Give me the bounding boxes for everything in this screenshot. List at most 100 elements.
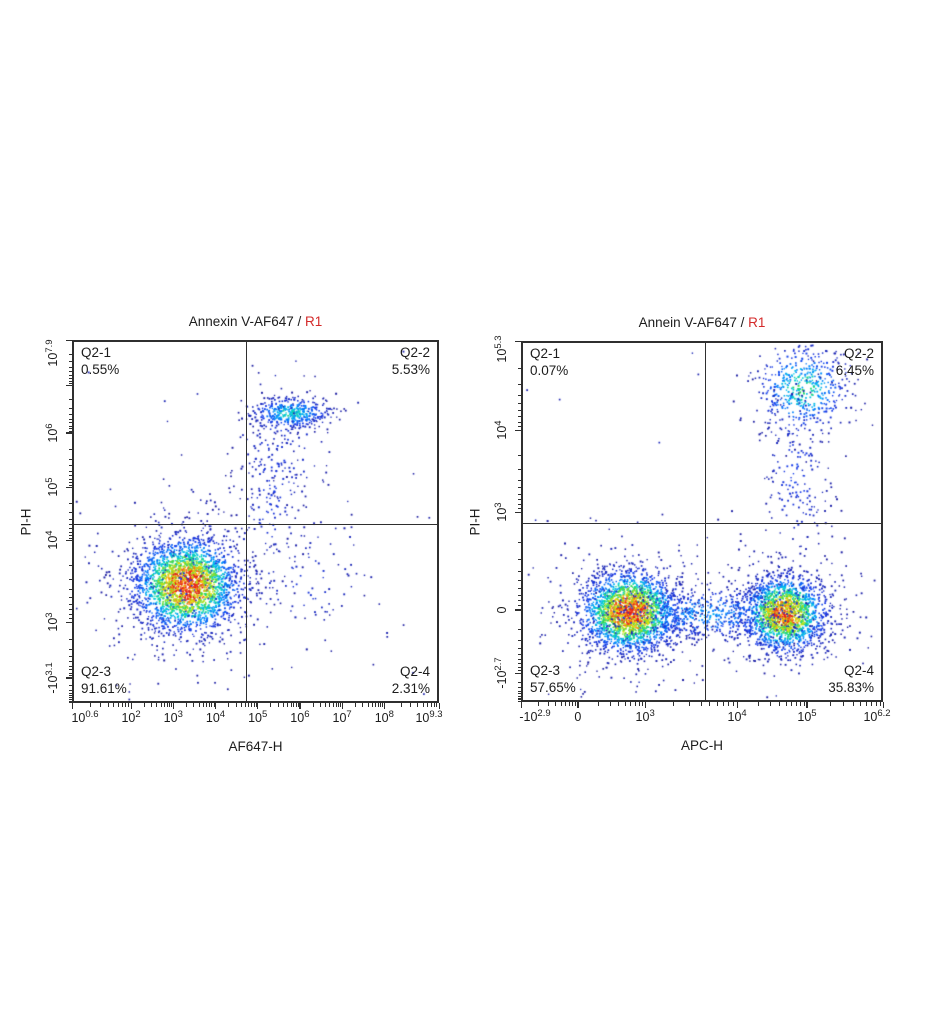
y-minor-tick <box>68 465 72 467</box>
y-minor-tick <box>68 655 72 657</box>
x-major-tick <box>383 703 386 709</box>
x-minor-tick <box>672 702 674 706</box>
y-minor-tick <box>68 695 72 697</box>
x-minor-tick <box>362 703 364 707</box>
x-minor-tick <box>866 702 868 706</box>
quadrant-name: Q2-1 <box>530 346 561 361</box>
y-minor-tick <box>68 353 72 355</box>
x-minor-tick <box>113 703 115 707</box>
y-minor-tick <box>68 534 72 536</box>
x-major-tick <box>341 703 343 709</box>
x-tick-label: 103 <box>635 707 655 724</box>
x-minor-tick <box>213 703 215 707</box>
quadrant-line-horizontal <box>523 523 881 524</box>
x-minor-tick <box>228 703 230 707</box>
y-minor-tick <box>68 512 72 514</box>
y-minor-tick <box>517 697 521 699</box>
y-minor-tick <box>517 659 521 661</box>
x-minor-tick <box>618 702 620 706</box>
y-minor-tick <box>517 421 521 423</box>
y-minor-tick <box>68 524 72 526</box>
x-minor-tick <box>380 703 382 707</box>
quadrant-line-horizontal <box>74 524 437 525</box>
y-minor-tick <box>517 681 521 683</box>
x-tick-label: 100.6 <box>71 708 99 725</box>
x-tick-label: 104 <box>205 708 226 725</box>
x-minor-tick <box>382 703 384 707</box>
x-axis-label: AF647-H <box>228 739 283 754</box>
y-minor-tick <box>68 481 72 483</box>
y-minor-tick <box>68 428 72 430</box>
quadrant-name: Q2-2 <box>843 346 874 361</box>
y-minor-tick <box>517 403 521 405</box>
y-major-tick <box>515 609 521 611</box>
x-minor-tick <box>758 702 760 706</box>
scatter-canvas <box>523 343 881 700</box>
y-minor-tick <box>68 614 72 616</box>
quadrant-label-q2-4: Q2-4 2.31% <box>392 664 430 697</box>
y-minor-tick <box>517 654 521 656</box>
x-minor-tick <box>277 703 279 707</box>
y-axis-ticks: 105.3 104 103 0 -102.7 <box>493 335 521 702</box>
x-minor-tick <box>417 703 419 707</box>
y-minor-tick <box>68 699 72 701</box>
x-minor-tick <box>329 703 331 707</box>
y-major-tick <box>66 384 72 386</box>
y-major-tick <box>66 486 72 488</box>
y-tick-label: -102.7 <box>492 657 509 689</box>
x-minor-tick <box>240 703 242 707</box>
x-minor-tick <box>565 702 567 706</box>
y-minor-tick <box>517 605 521 607</box>
x-minor-tick <box>538 702 540 706</box>
x-minor-tick <box>630 702 632 706</box>
plot-title-main: Annexin V-AF647 / <box>188 314 306 329</box>
x-major-tick <box>806 702 808 708</box>
x-tick-label: 109.3 <box>415 708 443 725</box>
y-minor-tick <box>517 541 521 543</box>
x-tick-label: 105 <box>248 708 268 725</box>
x-minor-tick <box>332 703 334 707</box>
y-minor-tick <box>68 701 72 703</box>
x-minor-tick <box>320 703 322 707</box>
plot-frame: Q2-1 0.55% Q2-2 5.53% Q2-3 91.61% Q2-4 2… <box>72 340 439 703</box>
x-minor-tick <box>785 702 787 706</box>
quadrant-label-q2-4: Q2-4 35.83% <box>828 663 874 696</box>
x-minor-tick <box>555 702 557 706</box>
quadrant-name: Q2-4 <box>843 663 874 678</box>
x-minor-tick <box>624 702 626 706</box>
x-minor-tick <box>436 703 438 707</box>
y-minor-tick <box>68 470 72 472</box>
x-minor-tick <box>829 702 831 706</box>
y-tick-label: 103 <box>492 502 509 522</box>
y-minor-tick <box>68 648 72 650</box>
y-minor-tick <box>517 426 521 428</box>
y-minor-tick <box>517 571 521 572</box>
x-minor-tick <box>843 702 845 706</box>
gate-name: R1 <box>305 314 323 329</box>
x-tick-label: 105 <box>797 707 817 724</box>
y-minor-tick <box>68 697 72 699</box>
x-minor-tick <box>202 703 204 707</box>
y-minor-tick <box>68 430 72 432</box>
y-minor-tick <box>517 416 521 418</box>
y-minor-tick <box>68 531 72 533</box>
y-minor-tick <box>68 689 72 691</box>
x-minor-tick <box>700 702 702 706</box>
y-minor-tick <box>68 475 72 477</box>
plot-title: Annein V-AF647 / R1 <box>481 315 923 330</box>
y-minor-tick <box>68 380 72 382</box>
y-minor-tick <box>517 367 521 369</box>
y-minor-tick <box>517 383 521 385</box>
y-minor-tick <box>68 564 72 566</box>
x-minor-tick <box>185 703 187 707</box>
x-minor-tick <box>166 703 168 707</box>
x-minor-tick <box>875 702 877 706</box>
plot-title-main: Annein V-AF647 / <box>638 315 749 330</box>
y-minor-tick <box>68 458 72 460</box>
x-minor-tick <box>295 703 297 707</box>
y-minor-tick <box>517 670 521 672</box>
y-tick-label: 103 <box>43 612 60 632</box>
x-minor-tick <box>193 703 195 707</box>
x-minor-tick <box>125 703 127 707</box>
